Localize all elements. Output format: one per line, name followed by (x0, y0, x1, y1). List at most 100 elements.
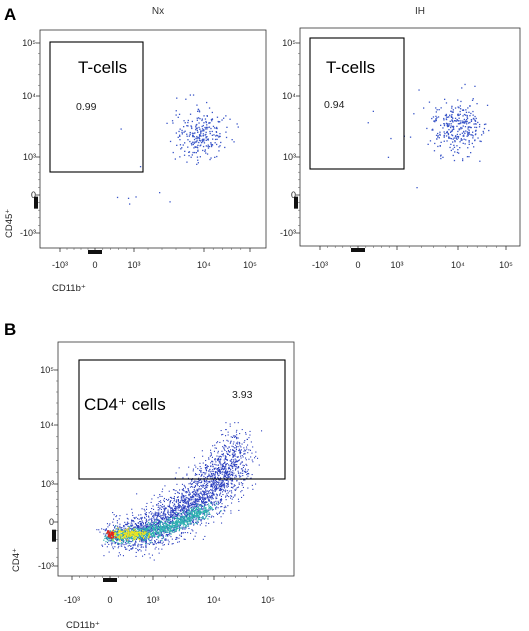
y-zero-cluster (294, 196, 298, 209)
event-dot (218, 150, 220, 152)
event-dot (161, 539, 163, 541)
event-dot (143, 528, 145, 530)
event-dot (216, 494, 218, 496)
event-dot (231, 473, 233, 475)
event-dot (112, 512, 114, 514)
event-dot (177, 116, 179, 118)
event-dot (153, 513, 155, 515)
event-dot (229, 118, 231, 120)
event-dot (187, 532, 189, 534)
event-dot (112, 524, 114, 526)
event-dot (458, 107, 460, 109)
event-dot (243, 453, 245, 455)
event-dot (152, 515, 154, 517)
event-dot (219, 470, 221, 472)
event-dot (463, 130, 465, 133)
event-dot (165, 525, 167, 527)
event-dot (134, 544, 136, 546)
event-dot (228, 496, 230, 498)
event-dot (205, 507, 207, 510)
event-dot (211, 456, 213, 458)
event-dot (171, 523, 173, 525)
event-dot (470, 119, 473, 121)
event-dot (161, 542, 163, 544)
event-dot (222, 463, 224, 465)
event-dot (186, 511, 188, 513)
event-dot (169, 530, 171, 532)
event-dot (206, 487, 208, 489)
event-dot (145, 529, 148, 531)
event-dot (226, 476, 228, 478)
event-dot (220, 500, 222, 502)
event-dot (213, 481, 215, 483)
event-dot (204, 535, 206, 537)
event-dot (191, 515, 193, 517)
event-dot (184, 514, 186, 516)
event-dot (129, 532, 131, 534)
event-dot (164, 522, 166, 524)
event-dot (146, 534, 148, 537)
event-dot (212, 504, 214, 506)
event-dot (144, 535, 147, 538)
event-dot (182, 144, 184, 146)
event-dot (127, 545, 129, 547)
event-dot (244, 453, 246, 455)
event-dot (472, 137, 474, 139)
y-tick-label: -10³ (20, 228, 36, 238)
event-dot (221, 480, 223, 482)
event-dot (191, 486, 193, 488)
event-dot (468, 140, 470, 142)
event-dot (223, 509, 225, 511)
event-dot (112, 538, 115, 540)
event-dot (179, 525, 181, 527)
event-dot (432, 116, 435, 118)
event-dot (196, 483, 198, 485)
event-dot (206, 101, 208, 104)
event-dot (367, 122, 369, 124)
event-dot (200, 142, 203, 144)
event-dot (225, 469, 227, 471)
event-dot (199, 516, 201, 518)
event-dot (185, 520, 187, 522)
event-dot (209, 495, 211, 497)
event-dot (216, 468, 218, 470)
event-dot (472, 131, 474, 133)
event-dot (191, 521, 193, 523)
event-dot (208, 126, 211, 128)
event-dot (202, 455, 204, 457)
event-dot (134, 542, 136, 544)
event-dot (178, 529, 180, 532)
event-dot (151, 528, 153, 530)
event-dot (467, 133, 469, 135)
event-dot (193, 504, 195, 506)
event-dot (182, 495, 184, 497)
event-dot (204, 118, 207, 120)
event-dot (169, 528, 171, 530)
event-dot (191, 508, 193, 510)
event-dot (203, 512, 205, 514)
event-dot (242, 464, 244, 466)
event-dot (143, 526, 145, 528)
event-dot (145, 526, 147, 528)
event-dot (191, 497, 193, 499)
event-dot (219, 494, 221, 496)
event-dot (454, 140, 456, 142)
event-dot (206, 128, 208, 130)
event-dot (151, 534, 153, 536)
event-dot (167, 516, 169, 518)
event-dot (120, 542, 122, 544)
event-dot (189, 510, 191, 512)
event-dot (152, 528, 154, 530)
event-dot (252, 461, 254, 463)
event-dot (198, 511, 200, 513)
event-dot (133, 526, 135, 528)
event-dot (168, 517, 170, 519)
event-dot (200, 492, 202, 494)
event-dot (243, 447, 245, 449)
event-dot (147, 532, 149, 534)
event-dot (170, 533, 172, 535)
event-dot (224, 466, 226, 468)
event-dot (222, 489, 224, 491)
event-dot (217, 475, 219, 477)
event-dot (194, 464, 196, 466)
